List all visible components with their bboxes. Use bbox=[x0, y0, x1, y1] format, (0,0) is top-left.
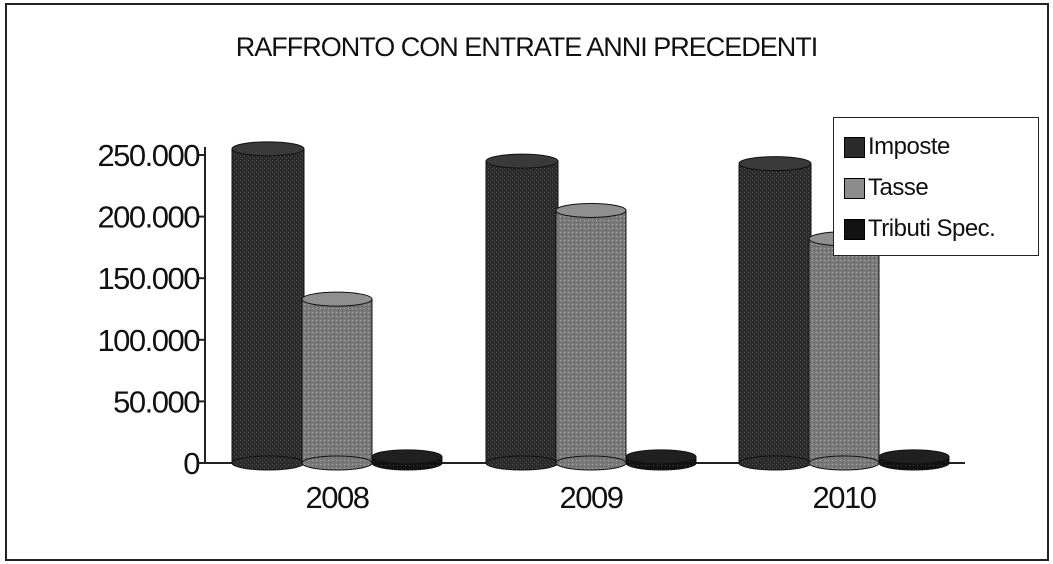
legend-label-tasse: Tasse bbox=[868, 174, 929, 201]
legend-item-tributi-spec: Tributi Spec. bbox=[844, 214, 996, 244]
y-tick-label: 250.000 bbox=[97, 138, 200, 173]
y-tick-label: 150.000 bbox=[97, 261, 200, 296]
bar-top-tasse-2008 bbox=[301, 291, 373, 307]
bar-top-imposte-2010 bbox=[738, 156, 812, 172]
legend-swatch-tasse bbox=[844, 177, 865, 199]
legend: Imposte Tasse Tributi Spec. bbox=[833, 117, 1039, 256]
bar-tasse-2008 bbox=[301, 298, 373, 464]
bars bbox=[231, 141, 950, 471]
bar-base-tasse-2009 bbox=[555, 455, 627, 471]
bar-imposte-2008 bbox=[231, 148, 305, 464]
bar-base-imposte-2008 bbox=[231, 455, 305, 471]
y-tick-label: 0 bbox=[183, 446, 200, 481]
bar-top-imposte-2009 bbox=[485, 153, 559, 169]
bar-base-imposte-2009 bbox=[485, 455, 559, 471]
y-tick-label: 50.000 bbox=[113, 384, 200, 419]
bar-tasse-2009 bbox=[555, 209, 627, 464]
chart-title: RAFFRONTO CON ENTRATE ANNI PRECEDENTI bbox=[235, 32, 819, 62]
bar-top-tributi-spec-2008 bbox=[371, 449, 443, 465]
bar-tasse-2010 bbox=[808, 238, 880, 464]
y-tick-label: 100.000 bbox=[97, 323, 200, 358]
bar-top-imposte-2008 bbox=[231, 141, 305, 157]
legend-item-imposte: Imposte bbox=[844, 132, 950, 162]
legend-swatch-imposte bbox=[844, 136, 865, 158]
bar-top-tributi-spec-2010 bbox=[878, 449, 950, 465]
legend-item-tasse: Tasse bbox=[844, 173, 929, 203]
bar-imposte-2010 bbox=[738, 163, 812, 464]
x-tick-label-2008: 2008 bbox=[306, 480, 369, 515]
legend-swatch-tributi-spec bbox=[844, 218, 865, 240]
bar-base-tasse-2008 bbox=[301, 455, 373, 471]
legend-label-imposte: Imposte bbox=[868, 133, 950, 160]
bar-top-tasse-2009 bbox=[555, 202, 627, 218]
axis-labels: 0 50.000 100.000 150.000 200.000 250.000 2008 2… bbox=[97, 138, 878, 515]
x-tick-label-2010: 2010 bbox=[813, 480, 877, 515]
bar-imposte-2009 bbox=[485, 160, 559, 464]
bar-base-imposte-2010 bbox=[738, 455, 812, 471]
bar-base-tasse-2010 bbox=[808, 455, 880, 471]
y-tick-label: 200.000 bbox=[97, 200, 200, 235]
legend-label-tributi-spec: Tributi Spec. bbox=[868, 215, 996, 242]
bar-top-tributi-spec-2009 bbox=[625, 449, 697, 465]
x-tick-label-2009: 2009 bbox=[560, 480, 623, 515]
